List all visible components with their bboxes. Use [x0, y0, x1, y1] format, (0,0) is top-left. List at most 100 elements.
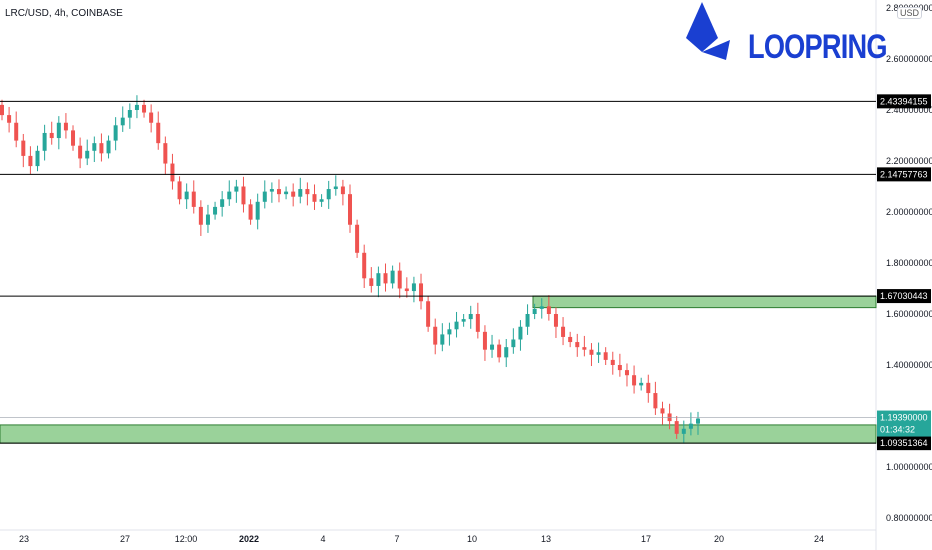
candle-body	[205, 214, 210, 225]
candle-body	[134, 104, 139, 110]
candle-body	[568, 336, 573, 343]
candle-body	[376, 273, 381, 286]
candle-body	[504, 347, 509, 358]
candle-body	[603, 352, 608, 360]
candle-body	[269, 189, 274, 192]
candle-body	[596, 352, 601, 355]
y-tick-label: 2.60000000	[886, 54, 932, 64]
candle-body	[92, 143, 97, 151]
candle-body	[220, 199, 225, 207]
currency-badge[interactable]: USD	[897, 7, 923, 19]
x-tick-label: 23	[19, 534, 29, 544]
candle-body	[227, 191, 232, 200]
candle-body	[433, 326, 438, 345]
candle-body	[49, 132, 54, 139]
candle-body	[511, 339, 516, 348]
candle-body	[284, 191, 289, 195]
candle-body	[497, 344, 502, 358]
y-tick-label: 1.60000000	[886, 309, 932, 319]
candle-body	[78, 145, 83, 159]
candle-body	[56, 122, 61, 139]
x-tick-label: 13	[541, 534, 551, 544]
x-tick-label: 10	[467, 534, 477, 544]
candle-body	[106, 140, 111, 154]
y-tick-label: 2.20000000	[886, 156, 932, 166]
candle-body	[461, 319, 466, 322]
x-tick-label: 27	[120, 534, 130, 544]
symbol-title: LRC/USD, 4h, COINBASE	[5, 8, 123, 19]
y-tick-label: 1.40000000	[886, 360, 932, 370]
candle-body	[241, 186, 246, 205]
candle-body	[305, 189, 310, 195]
y-tick-label: 1.00000000	[886, 462, 932, 472]
candle-body	[348, 194, 352, 225]
candle-body	[454, 321, 459, 330]
candle-body	[142, 104, 147, 113]
candle-body	[624, 370, 629, 376]
candle-body	[113, 125, 118, 141]
x-tick-label: 12:00	[175, 534, 198, 544]
candle-body	[383, 273, 388, 284]
y-tick-label: 0.80000000	[886, 513, 932, 523]
candle-body	[589, 349, 594, 355]
candle-body	[156, 122, 161, 144]
candle-body	[213, 206, 218, 215]
candle-body	[532, 308, 537, 314]
support-zone	[0, 424, 877, 444]
candle-body	[120, 117, 125, 126]
current-price-box	[877, 410, 931, 437]
candle-body	[482, 331, 487, 350]
x-tick-label: 17	[641, 534, 651, 544]
candle-body	[468, 314, 473, 320]
candle-body	[653, 393, 658, 409]
y-tick-label: 2.40000000	[886, 105, 932, 115]
candle-body	[546, 306, 551, 314]
candle-body	[21, 140, 26, 156]
candle-body	[85, 150, 90, 159]
candle-body	[99, 143, 104, 154]
loopring-logo-icon	[686, 2, 730, 60]
x-tick-label: 20	[714, 534, 724, 544]
candle-body	[518, 326, 523, 340]
candle-body	[639, 382, 644, 386]
logo-text: LOOPRING	[748, 28, 887, 66]
candle-body	[0, 104, 4, 116]
candle-body	[291, 191, 296, 197]
x-tick-label: 24	[814, 534, 824, 544]
level-label-box	[877, 436, 931, 451]
candle-body	[674, 421, 679, 434]
candle-body	[163, 143, 168, 164]
candle-body	[127, 110, 132, 118]
level-label: 1.09351364	[880, 438, 928, 448]
countdown-label: 01:34:32	[880, 425, 915, 435]
candle-body	[397, 270, 402, 289]
level-label-box	[877, 94, 931, 109]
candle-body	[553, 314, 558, 327]
level-label: 1.67030443	[880, 291, 928, 301]
candle-body	[539, 306, 544, 309]
candle-body	[490, 344, 495, 350]
x-tick-label: 7	[394, 534, 399, 544]
candle-body	[646, 382, 651, 394]
candle-body	[234, 186, 239, 192]
candle-body	[362, 252, 367, 279]
candle-body	[28, 155, 33, 167]
candle-body	[681, 428, 686, 434]
candle-body	[419, 283, 424, 302]
candle-body	[617, 365, 622, 371]
candle-body	[696, 418, 700, 424]
candle-body	[688, 423, 693, 429]
candle-body	[610, 359, 615, 365]
candle-body	[170, 163, 175, 182]
candle-body	[14, 122, 19, 141]
level-label: 2.43394155	[880, 96, 928, 106]
candle-body	[333, 186, 338, 190]
candle-body	[575, 342, 580, 348]
candle-body	[326, 189, 331, 200]
candle-body	[312, 194, 317, 202]
candle-body	[177, 181, 182, 200]
candle-body	[475, 314, 480, 332]
candle-body	[184, 191, 189, 200]
level-label-box	[877, 289, 931, 304]
